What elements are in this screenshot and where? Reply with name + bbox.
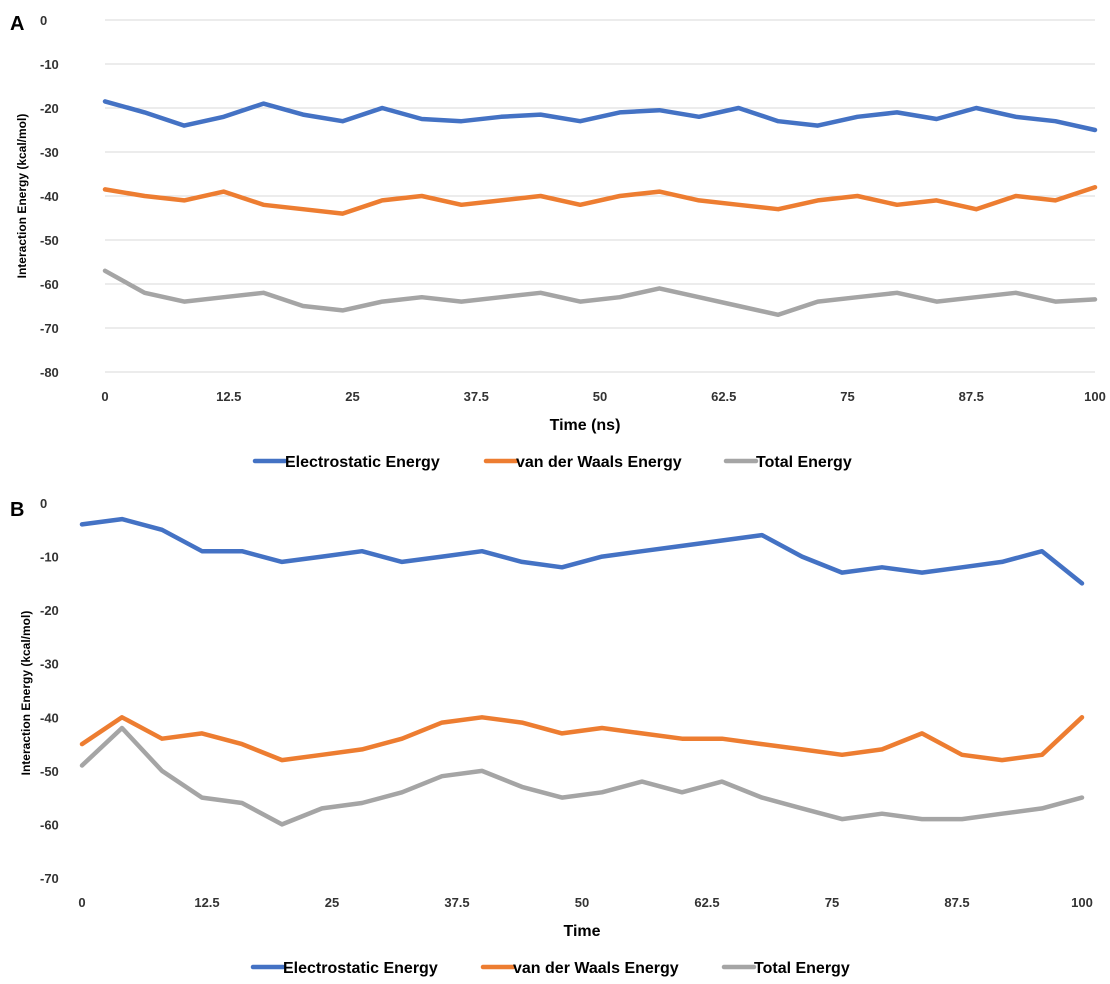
- y-tick-label: -40: [40, 710, 59, 725]
- series-lines-a: [102, 99, 1098, 318]
- series-line-electrostatic-energy: [102, 99, 1098, 133]
- y-tick-label: -50: [40, 764, 59, 779]
- legend-label: Total Energy: [756, 454, 852, 471]
- x-tick-label: 100: [1084, 389, 1106, 404]
- x-tick-label: 62.5: [694, 895, 719, 910]
- x-tick-label: 50: [593, 389, 607, 404]
- y-tick-label: -10: [40, 550, 59, 565]
- chart-panel-b: B 0 -10 -20 -30 -40 -50 -60 -70 0 12.5 25 37.5 50 62…: [10, 496, 1093, 977]
- legend-label: Electrostatic Energy: [283, 960, 438, 977]
- x-tick-label: 100: [1071, 895, 1093, 910]
- x-tick-label: 87.5: [959, 389, 984, 404]
- legend-label: Total Energy: [754, 960, 850, 977]
- x-tick-label: 25: [325, 895, 339, 910]
- y-tick-label: -20: [40, 603, 59, 618]
- y-tick-label: -30: [40, 145, 59, 160]
- x-tick-label: 75: [825, 895, 839, 910]
- legend-label: van der Waals Energy: [516, 454, 682, 471]
- x-tick-labels-a: 0 12.5 25 37.5 50 62.5 75 87.5 100: [101, 389, 1105, 404]
- legend-a: Electrostatic Energy van der Waals Energy…: [252, 454, 852, 471]
- y-tick-label: 0: [40, 13, 47, 28]
- y-tick-label: -60: [40, 817, 59, 832]
- series-line-van-der-waals-energy: [102, 184, 1098, 216]
- panel-label-a: A: [10, 13, 24, 35]
- y-tick-labels-b: 0 -10 -20 -30 -40 -50 -60 -70: [40, 496, 59, 886]
- x-tick-label: 62.5: [711, 389, 736, 404]
- y-tick-label: -20: [40, 101, 59, 116]
- y-tick-label: 0: [40, 496, 47, 511]
- chart-panel-a: A 0 -10 -20 -30 -40 -50 -60 -70 -80 0 12.5 25 37.5 5…: [10, 13, 1106, 471]
- series-line-electrostatic-energy: [79, 516, 1085, 586]
- y-tick-label: -40: [40, 189, 59, 204]
- x-tick-labels-b: 0 12.5 25 37.5 50 62.5 75 87.5 100: [78, 895, 1092, 910]
- gridlines-a: [105, 19, 1095, 373]
- x-axis-label-b: Time: [563, 923, 600, 940]
- x-tick-label: 25: [345, 389, 359, 404]
- legend-b: Electrostatic Energy van der Waals Energy…: [250, 960, 850, 977]
- x-axis-label-a: Time (ns): [550, 417, 621, 434]
- y-tick-label: -60: [40, 277, 59, 292]
- y-tick-label: -70: [40, 871, 59, 886]
- panel-label-b: B: [10, 499, 24, 521]
- y-tick-label: -10: [40, 57, 59, 72]
- x-tick-label: 12.5: [194, 895, 219, 910]
- legend-label: van der Waals Energy: [513, 960, 679, 977]
- series-line-total-energy: [79, 725, 1085, 827]
- y-tick-labels-a: 0 -10 -20 -30 -40 -50 -60 -70 -80: [40, 13, 59, 380]
- series-lines-b: [79, 516, 1085, 827]
- y-tick-label: -70: [40, 321, 59, 336]
- x-tick-label: 37.5: [464, 389, 489, 404]
- y-tick-label: -80: [40, 365, 59, 380]
- x-tick-label: 37.5: [444, 895, 469, 910]
- x-tick-label: 12.5: [216, 389, 241, 404]
- y-axis-label-b: Interaction Energy (kcal/mol): [19, 611, 33, 776]
- y-axis-label-a: Interaction Energy (kcal/mol): [15, 114, 29, 279]
- legend-label: Electrostatic Energy: [285, 454, 440, 471]
- series-line-van-der-waals-energy: [79, 715, 1085, 763]
- x-tick-label: 0: [78, 895, 85, 910]
- y-tick-label: -50: [40, 233, 59, 248]
- series-line-total-energy: [102, 268, 1098, 318]
- x-tick-label: 87.5: [944, 895, 969, 910]
- x-tick-label: 50: [575, 895, 589, 910]
- x-tick-label: 75: [840, 389, 854, 404]
- x-tick-label: 0: [101, 389, 108, 404]
- y-tick-label: -30: [40, 657, 59, 672]
